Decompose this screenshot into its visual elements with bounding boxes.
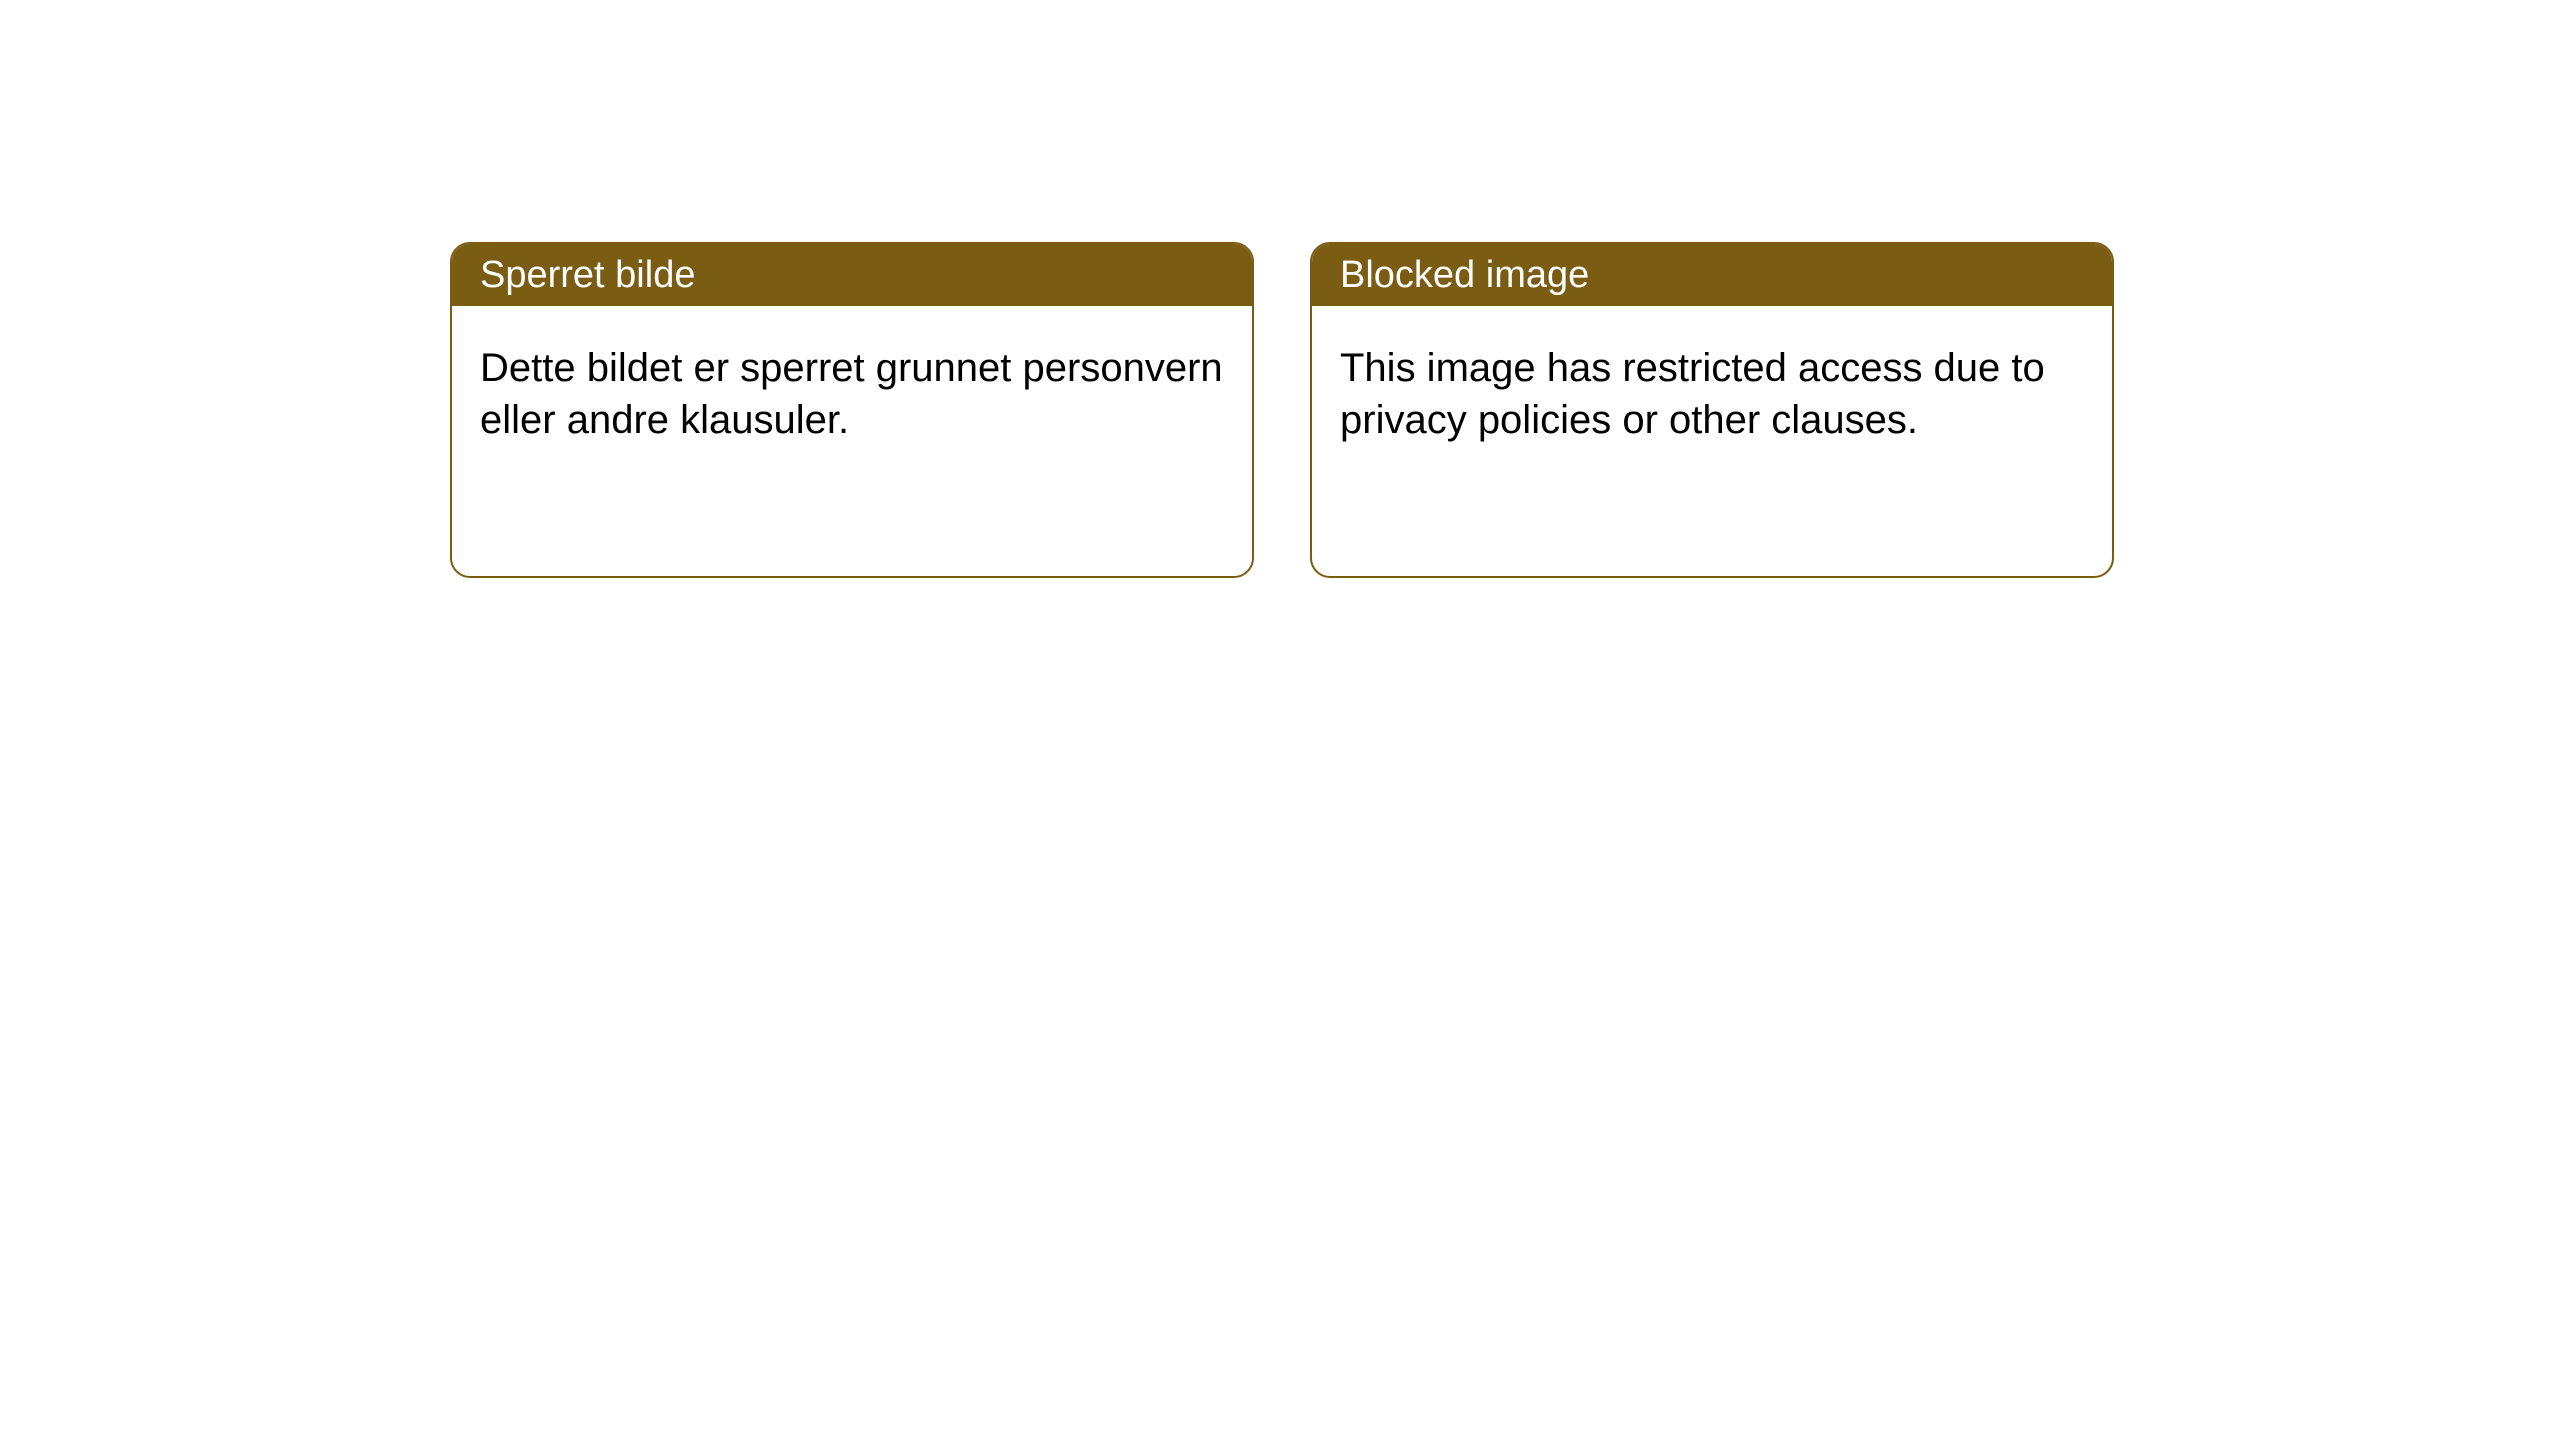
notice-header-norwegian: Sperret bilde (452, 244, 1252, 306)
notice-body-english: This image has restricted access due to … (1312, 306, 2112, 482)
notice-title-english: Blocked image (1340, 254, 1589, 297)
notice-card-english: Blocked image This image has restricted … (1310, 242, 2114, 578)
notice-text-norwegian: Dette bildet er sperret grunnet personve… (480, 346, 1223, 442)
notice-title-norwegian: Sperret bilde (480, 254, 695, 297)
notice-container: Sperret bilde Dette bildet er sperret gr… (450, 242, 2114, 578)
notice-header-english: Blocked image (1312, 244, 2112, 306)
notice-text-english: This image has restricted access due to … (1340, 346, 2045, 442)
notice-body-norwegian: Dette bildet er sperret grunnet personve… (452, 306, 1252, 482)
notice-card-norwegian: Sperret bilde Dette bildet er sperret gr… (450, 242, 1254, 578)
